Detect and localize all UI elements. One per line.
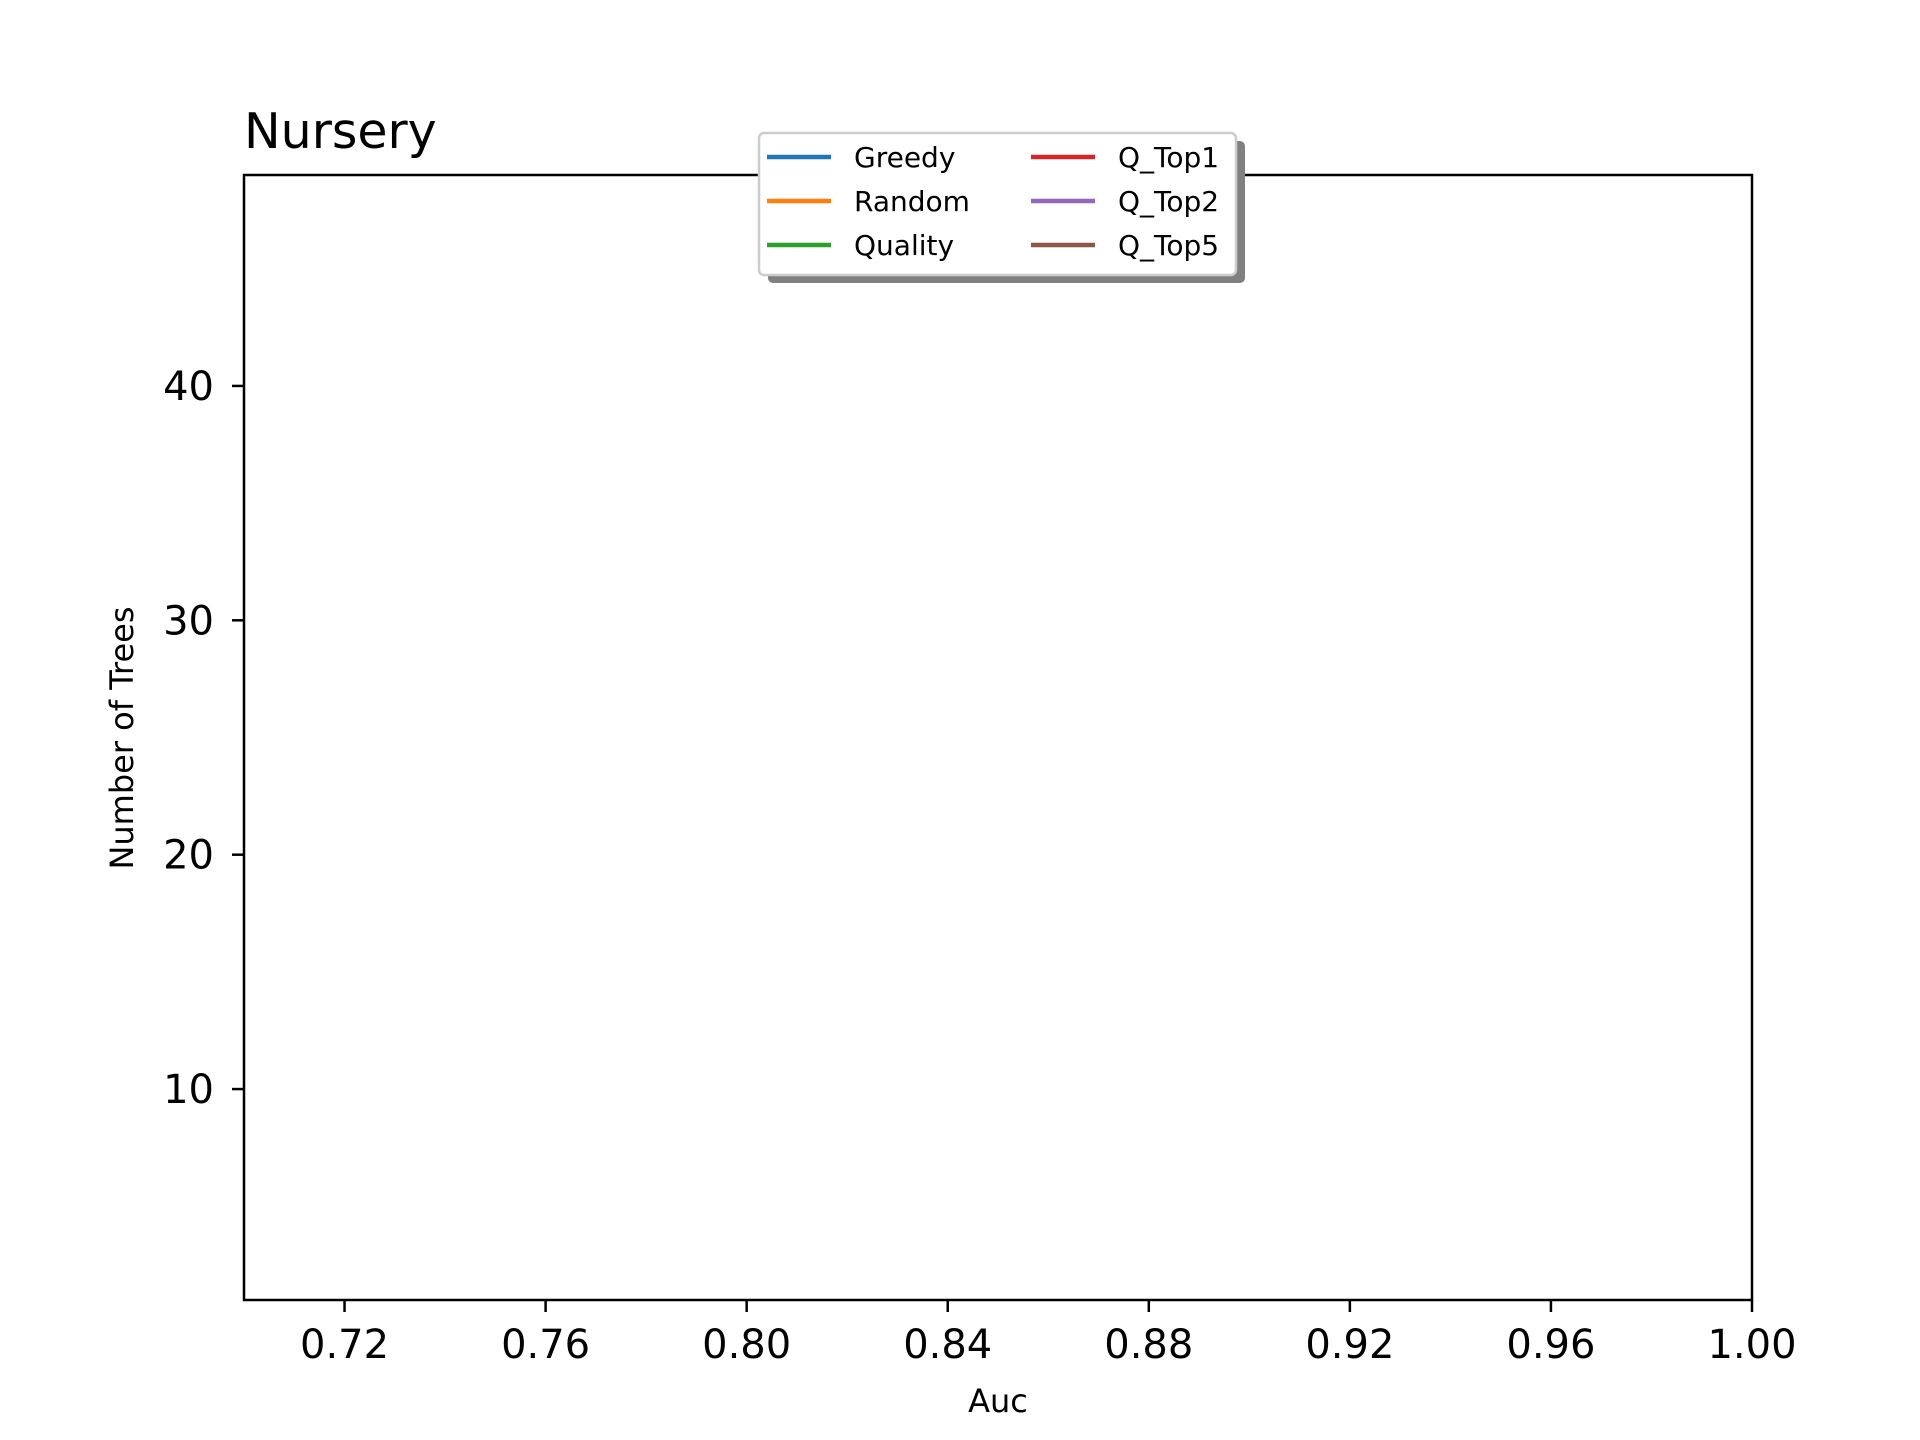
legend-item: Q_Top2 xyxy=(1031,185,1219,218)
y-tick-label: 10 xyxy=(163,1067,214,1113)
x-tick-label: 0.84 xyxy=(903,1322,992,1368)
x-tick-label: 0.92 xyxy=(1305,1322,1394,1368)
legend-entries: Greedy Random Quality Q_Top1 Q_Top2 Q_Top5 xyxy=(767,141,1219,262)
legend-label: Q_Top1 xyxy=(1118,141,1219,174)
legend-item: Random xyxy=(767,185,970,218)
legend-item: Greedy xyxy=(767,141,955,174)
x-tick-label: 0.96 xyxy=(1506,1322,1595,1368)
x-tick-label: 0.76 xyxy=(501,1322,590,1368)
legend: Greedy Random Quality Q_Top1 Q_Top2 Q_Top5 xyxy=(757,131,1245,283)
x-tick-label: 0.80 xyxy=(702,1322,791,1368)
legend-box xyxy=(757,131,1238,277)
x-axis-label: Auc xyxy=(968,1382,1028,1420)
y-tick-label: 20 xyxy=(163,833,214,879)
legend-item: Q_Top1 xyxy=(1031,141,1219,174)
legend-label: Random xyxy=(854,185,970,218)
legend-label: Q_Top2 xyxy=(1118,185,1219,218)
legend-item: Quality xyxy=(767,229,954,262)
legend-label: Quality xyxy=(854,229,954,262)
y-tick-label: 30 xyxy=(163,598,214,644)
y-axis-label: Number of Trees xyxy=(103,606,141,869)
x-tick-label: 1.00 xyxy=(1707,1322,1796,1368)
x-tick-label: 0.88 xyxy=(1104,1322,1193,1368)
legend-item: Q_Top5 xyxy=(1031,229,1219,262)
y-axis: 10 20 30 40 xyxy=(163,364,244,1113)
legend-label: Q_Top5 xyxy=(1118,229,1219,262)
chart-title: Nursery xyxy=(244,103,437,160)
y-tick-label: 40 xyxy=(163,364,214,410)
legend-label: Greedy xyxy=(854,141,955,174)
x-tick-label: 0.72 xyxy=(300,1322,389,1368)
x-axis: 0.72 0.76 0.80 0.84 0.88 0.92 0.96 1.00 xyxy=(300,1300,1797,1368)
